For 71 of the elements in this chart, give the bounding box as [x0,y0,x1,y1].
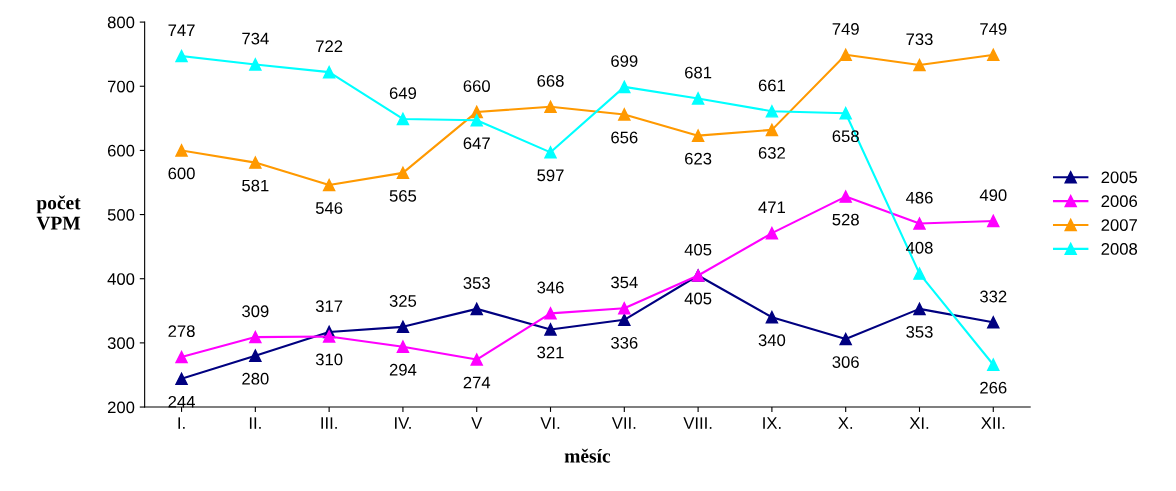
x-tick-label: X. [838,417,853,429]
data-label: 668 [537,75,564,87]
y-tick-label: 400 [107,273,135,285]
data-label: 747 [168,24,195,36]
x-tick-label: VI. [540,417,560,429]
data-label: 309 [242,305,269,318]
legend-label: 2005 [1101,171,1138,184]
y-tick-label: 700 [107,80,135,93]
data-label: 597 [537,169,564,182]
data-label: 581 [242,179,269,192]
data-label: 623 [685,152,712,165]
data-label: 353 [463,277,490,289]
x-tick-label: XII. [981,417,1005,429]
data-label: 649 [389,87,417,100]
data-label: 244 [168,395,195,408]
data-label: 733 [906,33,933,46]
y-tick-label: 500 [107,208,135,221]
legend-label: 2007 [1101,219,1137,231]
data-label: 647 [463,137,490,150]
data-label: 321 [537,346,564,359]
y-tick-label: 800 [107,16,135,29]
y-tick-label: 200 [107,401,135,414]
data-label: 317 [315,300,343,313]
y-tick-label: 600 [107,144,135,157]
data-label: 353 [906,325,933,338]
data-label: 306 [832,356,859,368]
data-label: 310 [315,353,343,366]
data-label: 632 [758,146,785,159]
data-label: 346 [537,281,564,294]
data-label: 332 [980,290,1007,303]
data-label: 471 [758,201,785,214]
data-label: 528 [832,213,859,226]
data-label: 490 [979,189,1007,202]
data-label: 749 [980,23,1007,35]
legend-label: 2006 [1101,195,1138,208]
data-label: 405 [684,243,712,256]
data-label: 546 [315,202,343,214]
data-label: 354 [611,276,638,289]
legend-label: 2008 [1101,243,1138,255]
data-label: 660 [463,80,490,92]
data-label: 325 [389,295,417,307]
data-label: 278 [168,325,195,338]
x-tick-label: VII. [611,417,636,429]
data-label: 656 [611,131,638,144]
x-tick-label: VIII. [683,417,712,429]
x-tick-label: IX. [763,417,781,429]
data-label: 280 [242,372,269,385]
data-label: 699 [611,55,638,67]
data-label: 722 [316,40,343,53]
data-label: 600 [168,167,195,180]
data-label: 266 [980,381,1007,394]
data-label: 734 [242,32,269,45]
y-tick-label: 300 [107,337,135,350]
x-tick-label: III. [321,417,337,429]
data-label: 294 [389,363,417,376]
y-axis-title: počet VPM [36,195,81,230]
data-label: 565 [389,189,417,202]
data-label: 661 [758,79,785,92]
data-label: 336 [611,336,638,349]
x-tick-label: XI. [909,417,929,429]
data-label: 681 [685,66,712,79]
x-tick-label: IV. [395,417,411,429]
data-label: 749 [832,23,859,35]
x-tick-label: I. [178,417,185,429]
data-label: 340 [758,334,786,347]
x-axis-title: měsíc [564,448,611,463]
data-label: 274 [463,376,491,389]
x-tick-label: V [471,417,483,429]
data-label: 405 [684,292,712,305]
data-label: 486 [905,191,933,204]
x-tick-label: II. [249,417,261,429]
